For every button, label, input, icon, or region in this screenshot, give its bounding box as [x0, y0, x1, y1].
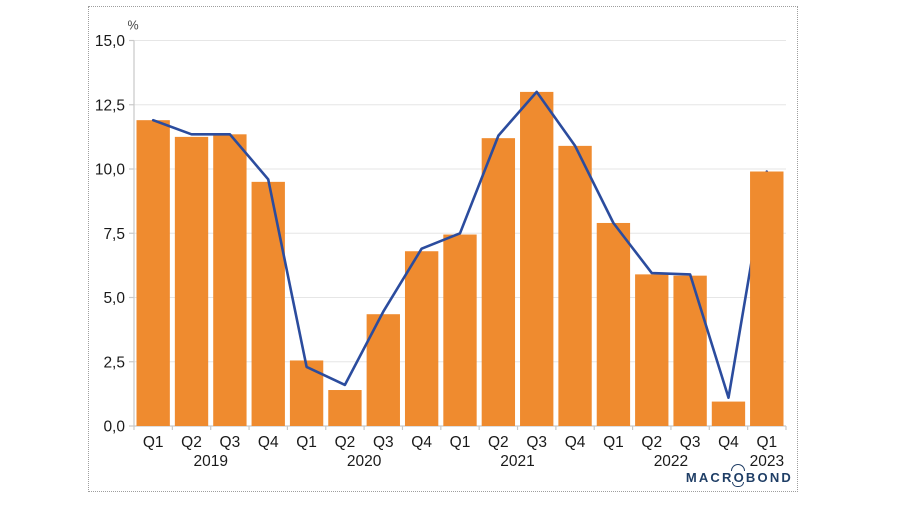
y-tick-label: 2,5 [103, 354, 125, 371]
x-category-label: Q1 [143, 434, 164, 451]
y-tick-label: 12,5 [95, 97, 125, 114]
bar [251, 181, 285, 426]
y-tick-label: 15,0 [95, 33, 126, 50]
year-label: 2022 [654, 453, 688, 470]
x-category-label: Q1 [296, 434, 317, 451]
x-category-label: Q3 [526, 434, 547, 451]
x-category-label: Q4 [258, 434, 279, 451]
x-category-label: Q2 [641, 434, 662, 451]
x-category-label: Q4 [565, 434, 586, 451]
y-tick-label: 10,0 [95, 162, 126, 179]
logo-o-arc-bottom-icon [732, 482, 745, 487]
x-category-label: Q1 [603, 434, 624, 451]
x-category-label: Q1 [756, 434, 777, 451]
x-category-label: Q2 [181, 434, 202, 451]
bar [366, 314, 400, 426]
bar [404, 251, 439, 426]
bar [558, 145, 592, 426]
chart-canvas: 0,0 2,5 5,0 7,5 10,0 12,5 15,0% Q1 Q2 Q3 Q4 Q1 Q2 Q3 Q… [88, 6, 798, 492]
quarterly-bar-line-chart: 0,0 2,5 5,0 7,5 10,0 12,5 15,0% Q1 Q2 Q3 Q4 Q1 Q2 Q3 Q… [95, 19, 787, 470]
y-tick-label: 7,5 [103, 226, 125, 243]
bar [213, 134, 247, 426]
year-label: 2019 [193, 453, 227, 470]
bar [711, 401, 746, 426]
x-category-label: Q3 [220, 434, 241, 451]
x-category-label: Q4 [718, 434, 739, 451]
bar [174, 136, 209, 427]
bar-front [750, 171, 784, 426]
bar [289, 360, 324, 426]
bar [596, 222, 631, 426]
y-tick-label: 0,0 [103, 419, 125, 436]
bar [481, 138, 516, 426]
year-label: 2023 [750, 453, 784, 470]
x-category-label: Q2 [335, 434, 356, 451]
value-line [151, 90, 769, 400]
x-category-label: Q2 [488, 434, 509, 451]
year-label: 2020 [347, 453, 382, 470]
bar [328, 390, 362, 426]
year-label: 2021 [500, 453, 534, 470]
bar [520, 91, 554, 427]
bar [635, 274, 669, 426]
bar [136, 120, 170, 427]
macrobond-logo: MACR O BOND [685, 464, 793, 488]
x-category-label: Q1 [450, 434, 471, 451]
logo-text-suffix: BOND [745, 470, 793, 485]
logo-o: O [731, 464, 746, 488]
bar [673, 275, 707, 426]
logo-text-prefix: MACR [685, 470, 734, 485]
x-category-label: Q3 [680, 434, 701, 451]
x-category-label: Q3 [373, 434, 394, 451]
x-category-label: Q4 [411, 434, 432, 451]
logo-o-letter: O [733, 470, 746, 485]
bar [443, 234, 477, 426]
y-tick-label: 5,0 [103, 290, 125, 307]
y-axis-unit-label: % [127, 19, 138, 33]
